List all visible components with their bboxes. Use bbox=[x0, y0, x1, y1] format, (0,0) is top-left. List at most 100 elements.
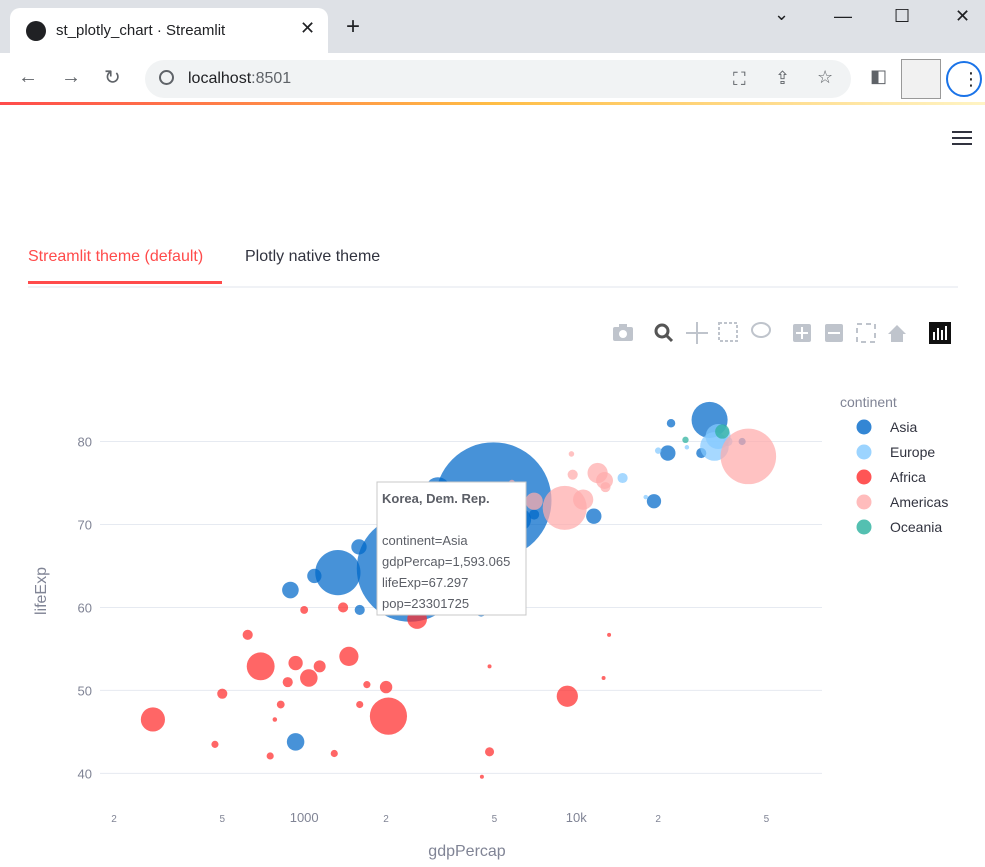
data-point-africa[interactable] bbox=[313, 660, 326, 673]
data-point-africa[interactable] bbox=[140, 707, 165, 732]
data-point-africa[interactable] bbox=[246, 652, 275, 681]
data-point-europe[interactable] bbox=[617, 472, 628, 484]
minimize-icon[interactable]: — bbox=[834, 6, 852, 26]
data-point-americas[interactable] bbox=[720, 428, 777, 485]
legend-label[interactable]: Africa bbox=[890, 469, 926, 485]
legend-label[interactable]: Oceania bbox=[890, 519, 942, 535]
x-tick-label: 5 bbox=[764, 814, 770, 825]
legend-marker[interactable] bbox=[856, 444, 872, 460]
box-select-icon[interactable] bbox=[718, 322, 738, 342]
data-point-americas[interactable] bbox=[525, 492, 543, 510]
data-point-asia[interactable] bbox=[660, 445, 676, 461]
data-point-oceania[interactable] bbox=[715, 424, 730, 439]
data-point-americas[interactable] bbox=[568, 451, 575, 457]
autoscale-icon[interactable] bbox=[856, 323, 876, 343]
back-icon[interactable]: ← bbox=[18, 66, 38, 88]
pan-icon[interactable] bbox=[686, 322, 708, 344]
data-point-asia[interactable] bbox=[307, 568, 322, 584]
data-point-asia[interactable] bbox=[529, 509, 540, 520]
data-point-africa[interactable] bbox=[556, 685, 578, 707]
zoom-in-icon[interactable] bbox=[793, 324, 811, 342]
legend-marker[interactable] bbox=[856, 519, 872, 535]
data-point-africa[interactable] bbox=[276, 700, 285, 709]
data-point-europe[interactable] bbox=[684, 445, 690, 450]
hover-tooltip: Korea, Dem. Rep. continent=Asia gdpPerca… bbox=[376, 481, 527, 616]
chrome-menu-button[interactable]: ⋮ bbox=[946, 61, 982, 97]
data-point-americas[interactable] bbox=[600, 482, 611, 493]
legend: continent Asia Europe Africa Americas Oceani… bbox=[840, 394, 948, 535]
zoom-icon[interactable] bbox=[654, 323, 674, 343]
translate-icon[interactable]: ⛶ bbox=[733, 69, 746, 89]
tooltip-line: lifeExp=67.297 bbox=[382, 575, 468, 590]
side-panel-icon[interactable]: ◧ bbox=[870, 66, 888, 86]
reset-axes-icon[interactable] bbox=[888, 325, 906, 342]
data-point-asia[interactable] bbox=[315, 549, 361, 596]
data-point-africa[interactable] bbox=[339, 646, 359, 667]
legend-marker[interactable] bbox=[856, 494, 872, 510]
legend-marker[interactable] bbox=[856, 469, 872, 485]
data-point-africa[interactable] bbox=[338, 602, 349, 613]
data-point-africa[interactable] bbox=[217, 688, 228, 699]
data-point-europe[interactable] bbox=[643, 494, 648, 500]
data-point-africa[interactable] bbox=[607, 632, 612, 637]
data-point-asia[interactable] bbox=[586, 508, 602, 524]
tab-streamlit-theme[interactable]: Streamlit theme (default) bbox=[28, 248, 204, 265]
data-point-africa[interactable] bbox=[300, 669, 318, 687]
data-point-africa[interactable] bbox=[369, 697, 408, 735]
data-point-asia[interactable] bbox=[666, 419, 676, 428]
x-tick-label: 2 bbox=[383, 814, 389, 825]
data-point-africa[interactable] bbox=[363, 681, 371, 689]
address-bar[interactable]: localhost:8501 ⛶ ⇪ ☆ bbox=[145, 60, 851, 98]
legend-label[interactable]: Europe bbox=[890, 444, 935, 460]
share-icon[interactable]: ⇪ bbox=[775, 68, 791, 88]
data-point-africa[interactable] bbox=[601, 675, 606, 680]
main-menu-icon[interactable] bbox=[952, 131, 972, 149]
camera-icon[interactable] bbox=[613, 324, 633, 341]
loading-bar bbox=[0, 102, 985, 105]
browser-tab[interactable]: st_plotly_chart · Streamlit ✕ bbox=[10, 8, 328, 53]
url-text[interactable]: localhost:8501 bbox=[188, 70, 291, 88]
zoom-out-icon[interactable] bbox=[825, 324, 843, 342]
new-tab-icon[interactable]: + bbox=[346, 13, 361, 40]
data-point-asia[interactable] bbox=[351, 539, 367, 555]
bookmark-star-icon[interactable]: ☆ bbox=[817, 67, 834, 87]
forward-icon[interactable]: → bbox=[61, 66, 81, 88]
data-point-africa[interactable] bbox=[272, 717, 278, 722]
data-point-africa[interactable] bbox=[487, 664, 492, 669]
url-port: :8501 bbox=[251, 70, 292, 87]
tooltip-line: gdpPercap=1,593.065 bbox=[382, 554, 510, 569]
data-point-africa[interactable] bbox=[211, 740, 219, 748]
maximize-icon[interactable]: ☐ bbox=[894, 6, 911, 26]
plotly-logo-icon[interactable] bbox=[929, 322, 951, 344]
data-point-asia[interactable] bbox=[646, 494, 662, 509]
data-point-africa[interactable] bbox=[330, 749, 338, 758]
reload-icon[interactable]: ↻ bbox=[104, 67, 121, 89]
data-point-africa[interactable] bbox=[485, 747, 495, 757]
legend-label[interactable]: Americas bbox=[890, 494, 948, 510]
data-point-africa[interactable] bbox=[282, 677, 293, 688]
data-point-africa[interactable] bbox=[300, 606, 309, 614]
close-window-icon[interactable]: ✕ bbox=[955, 6, 971, 26]
data-point-asia[interactable] bbox=[354, 604, 365, 615]
data-point-africa[interactable] bbox=[242, 629, 253, 640]
data-point-americas[interactable] bbox=[567, 469, 578, 480]
data-point-asia[interactable] bbox=[286, 733, 305, 751]
data-point-africa[interactable] bbox=[379, 680, 393, 694]
data-point-europe[interactable] bbox=[654, 447, 662, 454]
data-point-americas[interactable] bbox=[573, 489, 594, 510]
data-point-africa[interactable] bbox=[356, 700, 364, 709]
data-point-oceania[interactable] bbox=[682, 436, 689, 444]
data-point-africa[interactable] bbox=[479, 774, 484, 779]
legend-marker[interactable] bbox=[856, 419, 872, 435]
legend-label[interactable]: Asia bbox=[890, 419, 917, 435]
data-point-africa[interactable] bbox=[288, 655, 303, 671]
scatter-chart[interactable]: 40 50 60 70 80 2 5 1000 2 5 10k 2 5 gdpPercap lifeE… bbox=[0, 380, 985, 867]
tab-plotly-theme[interactable]: Plotly native theme bbox=[245, 248, 381, 265]
tab-close-icon[interactable]: ✕ bbox=[300, 18, 316, 38]
data-point-asia[interactable] bbox=[282, 581, 299, 599]
tab-search-icon[interactable]: ⌄ bbox=[774, 4, 790, 24]
profile-button[interactable] bbox=[901, 59, 941, 99]
data-point-africa[interactable] bbox=[266, 752, 274, 760]
lasso-select-icon[interactable] bbox=[751, 322, 771, 338]
site-info-icon[interactable] bbox=[159, 70, 174, 85]
